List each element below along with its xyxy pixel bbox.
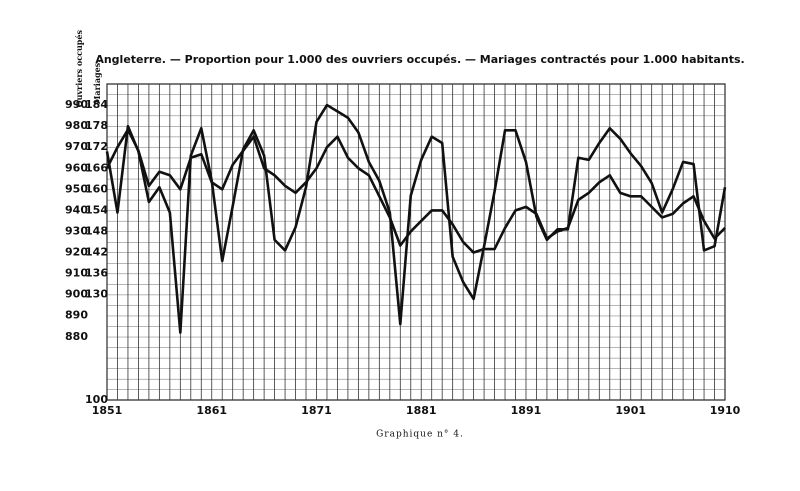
y-tick-label: 890 bbox=[65, 309, 88, 322]
y2-tick-label: 154 bbox=[85, 203, 108, 216]
x-tick-label: 1851 bbox=[92, 404, 123, 417]
x-tick-label: 1901 bbox=[615, 404, 646, 417]
data-line bbox=[105, 128, 726, 254]
y-tick-label: 980 bbox=[65, 119, 88, 132]
x-tick-label: 1881 bbox=[406, 404, 437, 417]
data-line bbox=[105, 103, 727, 334]
y-axis-label: Ouvriers occupés bbox=[74, 30, 84, 108]
y-tick-label: 920 bbox=[65, 246, 88, 259]
y-tick-label: 880 bbox=[65, 330, 88, 343]
y2-tick-label: 142 bbox=[85, 246, 108, 259]
y-tick-label: 970 bbox=[65, 140, 88, 153]
y-tick-label: 950 bbox=[65, 182, 88, 195]
grid-background bbox=[107, 84, 725, 400]
chart-title: Angleterre. — Proportion pour 1.000 des … bbox=[95, 53, 744, 66]
y2-tick-label: 184 bbox=[85, 98, 108, 111]
x-tick-label: 1891 bbox=[511, 404, 542, 417]
y-tick-label: 900 bbox=[65, 288, 88, 301]
y2-tick-label: 166 bbox=[85, 161, 108, 174]
y-tick-label: 990 bbox=[65, 98, 88, 111]
y2-tick-label: 178 bbox=[85, 119, 108, 132]
y2-tick-label: 130 bbox=[85, 288, 108, 301]
y2-tick-label: 136 bbox=[85, 267, 108, 280]
y-tick-label: 910 bbox=[65, 267, 88, 280]
caption: Graphique n° 4. bbox=[376, 430, 464, 440]
y2-tick-label: 148 bbox=[85, 224, 108, 237]
y2-axis-label: Mariages. bbox=[92, 60, 102, 105]
y2-tick-label: 100 bbox=[85, 393, 108, 406]
x-tick-label: 1861 bbox=[196, 404, 227, 417]
y2-tick-label: 160 bbox=[85, 182, 108, 195]
x-tick-label: 1871 bbox=[301, 404, 332, 417]
y2-tick-label: 172 bbox=[85, 140, 108, 153]
x-tick-label: 1910 bbox=[710, 404, 741, 417]
y-tick-label: 930 bbox=[65, 224, 88, 237]
y-tick-label: 960 bbox=[65, 161, 88, 174]
y-tick-label: 940 bbox=[65, 203, 88, 216]
